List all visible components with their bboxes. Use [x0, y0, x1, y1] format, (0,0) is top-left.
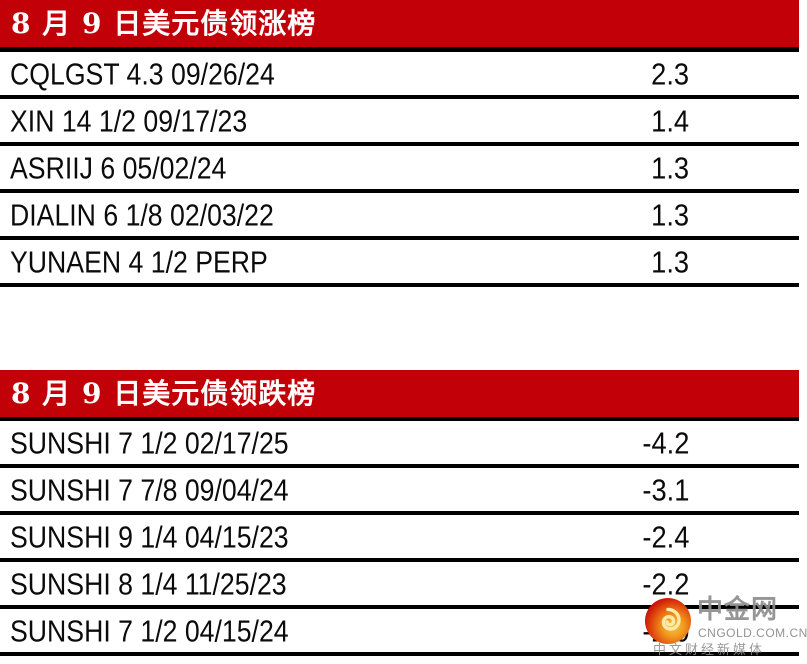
gainers-header-rule: [0, 47, 799, 52]
bond-value: 1.4: [651, 103, 689, 138]
losers-header-rule: [0, 417, 799, 421]
table-bottom-rule: [0, 283, 799, 287]
bond-name: ASRIIJ 6 05/02/24: [10, 150, 227, 185]
losers-table-header: 8 月 9 日美元债领跌榜: [0, 370, 799, 417]
gainers-table: 8 月 9 日美元债领涨榜 CQLGST 4.3 09/26/24 2.3 XI…: [0, 0, 799, 287]
row-divider: [0, 558, 799, 562]
bond-name: SUNSHI 7 7/8 09/04/24: [10, 472, 289, 507]
table-row[interactable]: SUNSHI 7 7/8 09/04/24 -3.1: [0, 468, 799, 511]
bond-value: 1.3: [651, 197, 689, 232]
bond-name: XIN 14 1/2 09/17/23: [10, 103, 248, 138]
table-row[interactable]: DIALIN 6 1/8 02/03/22 1.3: [0, 193, 799, 236]
table-row[interactable]: SUNSHI 7 1/2 04/15/24 -2.0: [0, 609, 799, 652]
row-divider: [0, 142, 799, 146]
table-row[interactable]: SUNSHI 8 1/4 11/25/23 -2.2: [0, 562, 799, 605]
losers-header-title: 8 月 9 日美元债领跌榜: [11, 376, 317, 410]
bond-name: SUNSHI 7 1/2 04/15/24: [10, 613, 289, 648]
bond-value: 2.3: [651, 56, 689, 91]
row-divider: [0, 605, 799, 609]
bond-name: CQLGST 4.3 09/26/24: [10, 56, 275, 91]
gainers-rows: CQLGST 4.3 09/26/24 2.3 XIN 14 1/2 09/17…: [0, 52, 799, 287]
bond-value: -4.2: [641, 425, 689, 460]
bond-value: -2.2: [641, 566, 689, 601]
row-divider: [0, 236, 799, 240]
bond-value: -3.1: [641, 472, 689, 507]
table-row[interactable]: YUNAEN 4 1/2 PERP 1.3: [0, 240, 799, 283]
row-divider: [0, 95, 799, 99]
gainers-header-title: 8 月 9 日美元债领涨榜: [11, 6, 317, 40]
bond-value: -2.0: [641, 613, 689, 648]
bond-name: YUNAEN 4 1/2 PERP: [10, 244, 268, 279]
bond-name: SUNSHI 9 1/4 04/15/23: [10, 519, 289, 554]
bond-value: 1.3: [651, 244, 689, 279]
table-row[interactable]: XIN 14 1/2 09/17/23 1.4: [0, 99, 799, 142]
losers-rows: SUNSHI 7 1/2 02/17/25 -4.2 SUNSHI 7 7/8 …: [0, 421, 799, 656]
bond-name: DIALIN 6 1/8 02/03/22: [10, 197, 274, 232]
bond-name: SUNSHI 8 1/4 11/25/23: [10, 566, 287, 601]
row-divider: [0, 189, 799, 193]
bond-value: -2.4: [641, 519, 689, 554]
bond-name: SUNSHI 7 1/2 02/17/25: [10, 425, 289, 460]
row-divider: [0, 511, 799, 515]
losers-table: 8 月 9 日美元债领跌榜 SUNSHI 7 1/2 02/17/25 -4.2…: [0, 370, 799, 656]
table-row[interactable]: SUNSHI 7 1/2 02/17/25 -4.2: [0, 421, 799, 464]
row-divider: [0, 464, 799, 468]
gainers-table-header: 8 月 9 日美元债领涨榜: [0, 0, 799, 47]
table-row[interactable]: ASRIIJ 6 05/02/24 1.3: [0, 146, 799, 189]
table-bottom-rule: [0, 652, 799, 656]
table-row[interactable]: CQLGST 4.3 09/26/24 2.3: [0, 52, 799, 95]
table-row[interactable]: SUNSHI 9 1/4 04/15/23 -2.4: [0, 515, 799, 558]
bond-value: 1.3: [651, 150, 689, 185]
